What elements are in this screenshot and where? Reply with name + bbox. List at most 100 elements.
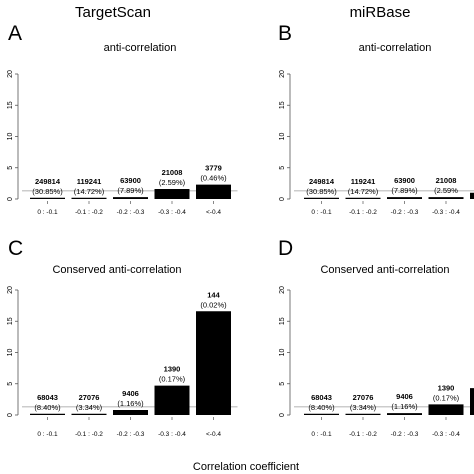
- x-tick-label: -0.1 : -0.2: [349, 209, 377, 216]
- data-label-percent: (0.02%): [200, 300, 227, 309]
- data-label-count: 68043: [311, 393, 332, 402]
- y-tick-label: 5: [279, 166, 286, 170]
- x-tick-label: 0 : -0.1: [311, 431, 332, 438]
- y-tick-label: 10: [279, 133, 286, 141]
- x-tick-label: -0.1 : -0.2: [75, 209, 103, 216]
- x-tick-label: -0.2 : -0.3: [391, 209, 419, 216]
- data-label-percent: (3.34%): [76, 403, 103, 412]
- y-tick-label: 20: [279, 286, 286, 294]
- y-tick-label: 10: [279, 349, 286, 357]
- bar: [470, 192, 474, 199]
- x-tick-label: -0.2 : -0.3: [117, 431, 145, 438]
- data-label-count: 21008: [162, 168, 183, 177]
- panel-title: Conserved anti-correlation: [320, 264, 449, 276]
- x-tick-label: <-0.4: [206, 431, 221, 438]
- y-tick-label: 15: [279, 101, 286, 109]
- bar: [113, 197, 148, 199]
- x-tick-label: -0.1 : -0.2: [75, 431, 103, 438]
- data-label-count: 1390: [164, 365, 181, 374]
- x-tick-label: -0.2 : -0.3: [117, 209, 145, 216]
- data-label-count: 144: [207, 290, 220, 299]
- bar: [71, 413, 107, 415]
- bar: [30, 197, 65, 199]
- x-tick-label: -0.3 : -0.4: [158, 209, 186, 216]
- panel-title: anti-correlation: [359, 42, 432, 54]
- data-label-percent: (14.72%): [74, 187, 105, 196]
- y-tick-label: 0: [7, 197, 14, 201]
- bar: [30, 413, 65, 415]
- bar: [304, 197, 339, 199]
- x-tick-label: -0.2 : -0.3: [391, 431, 419, 438]
- data-label-percent: (1.16%): [391, 402, 418, 411]
- bar: [345, 413, 381, 415]
- bar: [387, 197, 422, 199]
- data-label-percent: (0.17%): [433, 393, 460, 402]
- bar: [428, 404, 464, 415]
- bar: [113, 410, 148, 415]
- bar: [387, 413, 422, 415]
- data-label-count: 3779: [205, 164, 222, 173]
- bar: [71, 197, 107, 199]
- panel-c: C Conserved anti-correlation 0 5 10 15 20 68043…: [7, 237, 238, 438]
- y-tick-label: 20: [7, 286, 14, 294]
- panel-title: anti-correlation: [104, 42, 177, 54]
- data-label-percent: (1.16%): [117, 399, 144, 408]
- data-label-percent: (8.40%): [34, 403, 61, 412]
- panel-d: D Conserved anti-correlation 0 5 10 15 20 68043…: [278, 237, 474, 438]
- bar: [428, 197, 464, 199]
- data-label-count: 9406: [396, 392, 413, 401]
- x-tick-label: <-0.4: [206, 209, 221, 216]
- data-label-percent: (8.40%): [308, 403, 335, 412]
- bar: [470, 388, 474, 415]
- data-label-percent: (2.59%): [159, 178, 186, 187]
- bar: [196, 311, 231, 415]
- x-tick-label: -0.1 : -0.2: [349, 431, 377, 438]
- x-tick-label: -0.3 : -0.4: [432, 209, 460, 216]
- x-tick-label: 0 : -0.1: [37, 431, 58, 438]
- column-title-targetscan: TargetScan: [75, 4, 151, 21]
- y-tick-label: 0: [279, 197, 286, 201]
- data-label-count: 63900: [394, 176, 415, 185]
- panel-letter: C: [8, 237, 23, 260]
- y-tick-label: 20: [279, 70, 286, 78]
- data-label-percent: (7.89%): [391, 186, 418, 195]
- y-tick-label: 10: [7, 349, 14, 357]
- data-label-count: 119241: [351, 177, 376, 186]
- bar: [304, 413, 339, 415]
- y-tick-label: 15: [7, 317, 14, 325]
- data-label-count: 63900: [120, 176, 141, 185]
- data-label-count: 27076: [353, 393, 374, 402]
- data-label-count: 249814: [35, 177, 61, 186]
- data-label-count: 9406: [122, 389, 139, 398]
- x-tick-label: -0.3 : -0.4: [158, 431, 186, 438]
- panel-letter: A: [8, 22, 22, 45]
- data-label-count: 68043: [37, 393, 58, 402]
- panel-letter: D: [278, 237, 293, 260]
- y-tick-label: 0: [279, 413, 286, 417]
- bar: [154, 385, 190, 415]
- data-label-count: 27076: [79, 393, 100, 402]
- data-label-count: 21008: [436, 176, 457, 185]
- y-tick-label: 5: [7, 166, 14, 170]
- x-tick-label: 0 : -0.1: [311, 209, 332, 216]
- data-label-percent: (0.46%): [200, 174, 227, 183]
- y-tick-label: 0: [7, 413, 14, 417]
- panel-letter: B: [278, 22, 292, 45]
- y-tick-label: 5: [7, 382, 14, 386]
- panel-title: Conserved anti-correlation: [52, 264, 181, 276]
- bar: [154, 189, 190, 199]
- y-tick-label: 15: [279, 317, 286, 325]
- data-label-percent: (2.59%: [434, 186, 458, 195]
- bar: [196, 184, 231, 199]
- y-tick-label: 15: [7, 101, 14, 109]
- data-label-count: 119241: [77, 177, 102, 186]
- panels: Aanti-correlation05101520249814(30.85%)0…: [7, 22, 474, 438]
- x-tick-label: 0 : -0.1: [37, 209, 58, 216]
- x-tick-label: -0.3 : -0.4: [432, 431, 460, 438]
- data-label-count: 1390: [438, 383, 455, 392]
- data-label-count: 249814: [309, 177, 335, 186]
- y-tick-label: 20: [7, 70, 14, 78]
